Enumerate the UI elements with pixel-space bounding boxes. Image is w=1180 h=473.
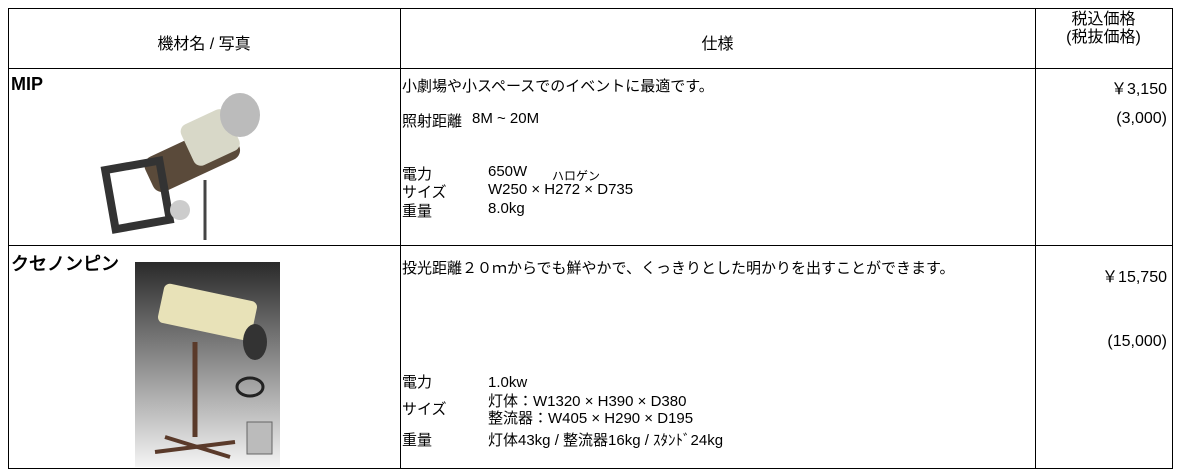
price: ￥15,750 [1102, 269, 1167, 286]
border [1035, 8, 1036, 469]
border [8, 68, 1173, 69]
header-price: 税込価格 [1071, 11, 1136, 28]
spec-value: 8M ~ 20M [472, 110, 540, 127]
spec-label: サイズ [402, 401, 447, 418]
spec-value: 整流器：W405 × H290 × D195 [488, 410, 694, 427]
spec-label: 重量 [402, 203, 433, 220]
border [8, 245, 1173, 246]
price-ex: (3,000) [1116, 110, 1167, 127]
description: 投光距離２０ｍからでも鮮やかで、くっきりとした明かりを出すことができます。 [402, 260, 955, 277]
spec-value: 灯体43kg / 整流器16kg / ｽﾀﾝﾄﾞ24kg [488, 432, 724, 449]
spec-note: ハロゲン [552, 169, 601, 183]
spec-value: 灯体：W1320 × H390 × D380 [488, 393, 687, 410]
header-spec: 仕様 [701, 36, 734, 53]
equipment-name: クセノンピン [11, 254, 119, 274]
spec-value: 650W [488, 163, 528, 180]
spec-label: 重量 [402, 432, 433, 449]
border [1172, 8, 1173, 469]
border [8, 8, 1173, 9]
spec-label: 照射距離 [402, 113, 463, 130]
header-price-ex: (税抜価格) [1066, 29, 1141, 46]
equipment-photo [100, 93, 260, 240]
spec-value: 1.0kw [488, 374, 528, 391]
description: 小劇場や小スペースでのイベントに最適です。 [402, 78, 714, 95]
equipment-photo [135, 262, 280, 467]
spec-label: 電力 [402, 166, 433, 183]
spec-value: W250 × H272 × D735 [488, 181, 634, 198]
spec-label: サイズ [402, 184, 447, 201]
border [8, 8, 9, 469]
price: ￥3,150 [1110, 81, 1167, 98]
price-ex: (15,000) [1107, 333, 1167, 350]
header-equipment: 機材名 / 写真 [157, 36, 251, 53]
spec-value: 8.0kg [488, 200, 525, 217]
equipment-name: MIP [11, 74, 44, 94]
border [400, 8, 401, 469]
spec-label: 電力 [402, 374, 433, 391]
border [8, 468, 1173, 469]
